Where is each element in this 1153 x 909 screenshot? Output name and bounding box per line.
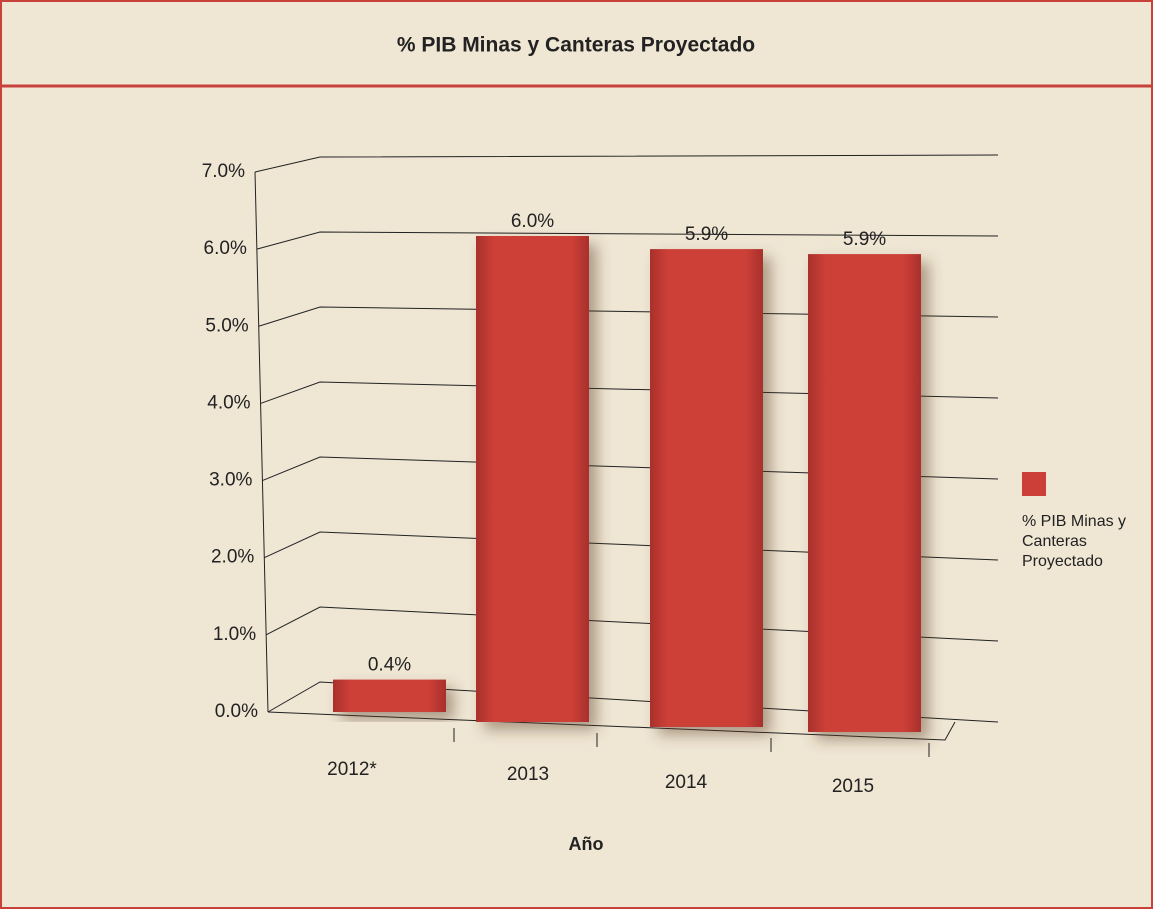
bar bbox=[333, 679, 446, 712]
grid-line bbox=[267, 681, 999, 723]
x-tick-label: 2014 bbox=[665, 772, 708, 793]
grid-line bbox=[256, 231, 999, 250]
grid-line bbox=[258, 306, 999, 327]
x-tick-label: 2015 bbox=[832, 776, 874, 797]
chart-title: % PIB Minas y Canteras Proyectado bbox=[397, 34, 755, 57]
y-tick-label: 3.0% bbox=[209, 470, 252, 491]
value-label: 6.0% bbox=[511, 211, 554, 232]
value-label: 0.4% bbox=[368, 655, 411, 676]
value-label: 5.9% bbox=[843, 229, 886, 250]
grid-line bbox=[265, 606, 999, 642]
grid-line bbox=[262, 456, 999, 482]
grid-line bbox=[264, 531, 999, 561]
y-tick-label: 5.0% bbox=[205, 315, 248, 336]
x-tick-label: 2012* bbox=[327, 759, 377, 780]
grid-line bbox=[254, 154, 999, 173]
grid-line bbox=[260, 381, 999, 404]
value-label: 5.9% bbox=[685, 224, 728, 245]
legend-swatch bbox=[1022, 472, 1046, 496]
y-tick-label: 6.0% bbox=[204, 238, 247, 259]
y-tick-label: 1.0% bbox=[213, 624, 256, 645]
x-axis-title: Año bbox=[569, 834, 604, 854]
y-tick-label: 0.0% bbox=[215, 701, 258, 722]
legend-label: % PIB Minas y Canteras Proyectado bbox=[1022, 513, 1127, 570]
y-tick-label: 2.0% bbox=[211, 547, 254, 568]
bar bbox=[476, 236, 589, 722]
y-tick-label: 4.0% bbox=[207, 392, 250, 413]
x-tick-label: 2013 bbox=[507, 764, 549, 785]
bar bbox=[650, 249, 763, 727]
y-tick-label: 7.0% bbox=[202, 161, 245, 182]
y-axis bbox=[254, 171, 269, 713]
bar bbox=[808, 254, 921, 732]
